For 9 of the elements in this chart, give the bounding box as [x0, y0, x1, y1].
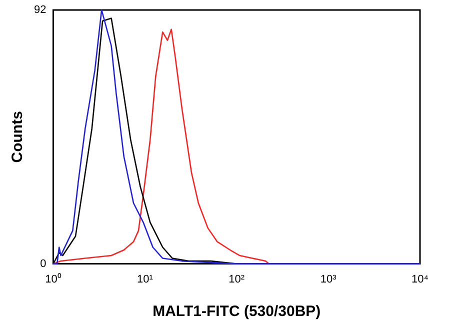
x-axis-title: MALT1-FITC (530/30BP) [152, 303, 321, 320]
x-tick-label: 10¹ [136, 273, 154, 286]
x-tick-label: 10⁴ [412, 273, 429, 286]
x-tick-label: 10⁰ [45, 272, 62, 286]
y-tick-label: 92 [34, 4, 46, 16]
y-axis-title: Counts [9, 111, 26, 163]
y-tick-label: 0 [40, 258, 46, 270]
x-tick-label: 10³ [320, 273, 337, 286]
x-tick-label: 10² [228, 273, 245, 286]
